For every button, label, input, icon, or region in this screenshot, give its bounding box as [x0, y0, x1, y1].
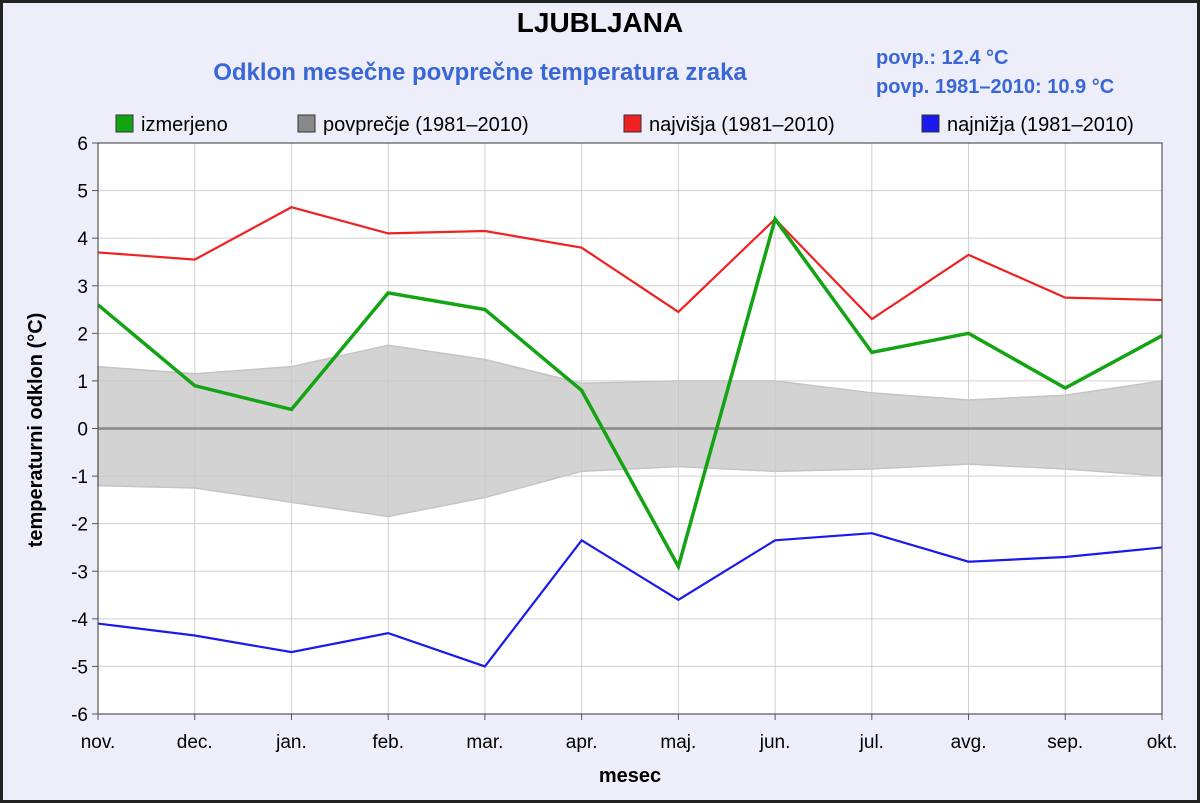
y-tick-label: -6 — [71, 705, 88, 726]
legend-item: izmerjeno — [115, 114, 228, 136]
legend: izmerjeno povprečje (1981–2010) najvišja (… — [115, 114, 1134, 136]
y-tick-label: 1 — [77, 372, 88, 393]
legend-label: povprečje (1981–2010) — [323, 114, 529, 136]
chart-subtitle: Odklon mesečne povprečne temperatura zra… — [213, 59, 747, 86]
legend-item: najnižja (1981–2010) — [921, 114, 1134, 136]
x-tick-label: apr. — [566, 732, 598, 753]
y-tick-label: -4 — [71, 610, 88, 631]
x-tick-label: jul. — [859, 732, 884, 753]
x-tick-label: maj. — [660, 732, 696, 753]
x-tick-label: dec. — [177, 732, 213, 753]
series-line-measured — [96, 215, 1163, 572]
y-axis-title: temperaturni odklon (°C) — [25, 313, 47, 548]
y-tick-label: 0 — [77, 420, 88, 441]
x-tick-label: jan. — [275, 732, 307, 753]
x-tick-label: nov. — [81, 732, 116, 753]
chart-title: LJUBLJANA — [517, 7, 683, 38]
y-tick-label: -2 — [71, 515, 88, 536]
y-tick-label: -1 — [71, 467, 88, 488]
series-line-maximum — [97, 206, 1163, 321]
y-tick-label: 6 — [77, 134, 88, 155]
x-tick-label: sep. — [1047, 732, 1083, 753]
y-tick-label: -5 — [71, 657, 88, 678]
legend-item: najvišja (1981–2010) — [623, 114, 835, 136]
y-tick-label: 4 — [77, 229, 88, 250]
y-tick-label: 3 — [77, 277, 88, 298]
info-mean-current: povp.: 12.4 °C — [876, 47, 1008, 69]
x-tick-label: okt. — [1147, 732, 1178, 753]
x-tick-label: mar. — [466, 732, 503, 753]
plot-area: 6 5 4 3 2 1 0 -1 -2 -3 -4 -5 -6 nov. dec. jan. feb. mar. a… — [71, 134, 1177, 753]
x-axis-title: mesec — [599, 765, 661, 787]
info-mean-reference: povp. 1981–2010: 10.9 °C — [876, 76, 1114, 98]
legend-swatch — [921, 114, 940, 133]
y-tick-label: -3 — [71, 562, 88, 583]
x-tick-label: jun. — [759, 732, 791, 753]
x-tick-label: feb. — [372, 732, 404, 753]
legend-swatch — [115, 114, 134, 133]
legend-swatch — [297, 114, 316, 133]
legend-item: povprečje (1981–2010) — [297, 114, 529, 136]
legend-label: najnižja (1981–2010) — [947, 114, 1134, 136]
y-tick-label: 2 — [77, 324, 88, 345]
legend-label: najvišja (1981–2010) — [649, 114, 835, 136]
legend-swatch — [623, 114, 642, 133]
y-tick-label: 5 — [77, 182, 88, 203]
series-line-minimum — [97, 532, 1163, 668]
legend-label: izmerjeno — [141, 114, 228, 136]
x-tick-label: avg. — [951, 732, 987, 753]
